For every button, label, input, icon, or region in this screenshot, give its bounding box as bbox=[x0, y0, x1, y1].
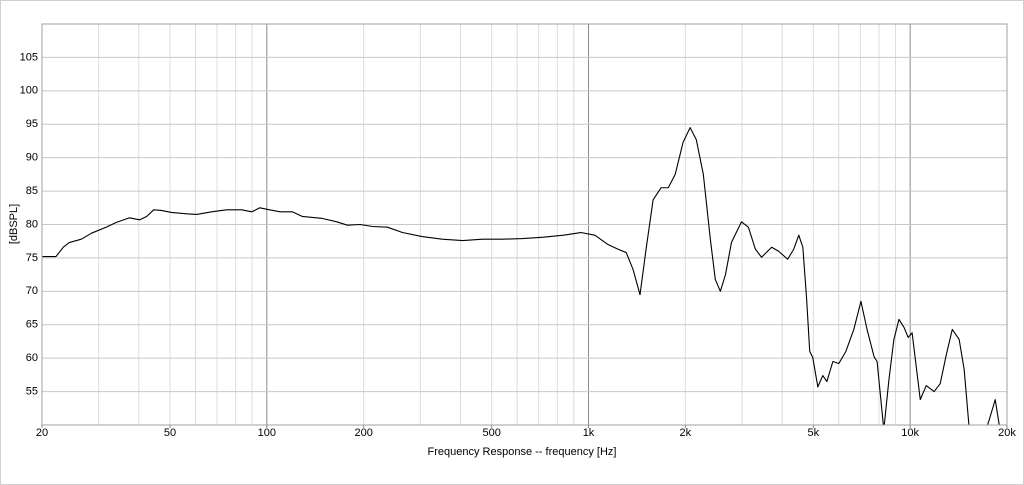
response-line bbox=[42, 127, 1000, 425]
y-tick-label: 60 bbox=[26, 352, 38, 364]
x-axis-label: Frequency Response -- frequency [Hz] bbox=[428, 446, 617, 458]
plot-frame bbox=[41, 23, 1008, 426]
x-tick-label: 200 bbox=[354, 427, 372, 439]
y-tick-label: 95 bbox=[26, 118, 38, 130]
x-tick-label: 100 bbox=[258, 427, 276, 439]
y-tick-label: 90 bbox=[26, 152, 38, 164]
y-tick-label: 55 bbox=[26, 385, 38, 397]
x-tick-label: 10k bbox=[901, 427, 919, 439]
labels: 55 60 65 70 75 80 85 90 95 100 105 20 50 100 200 500 1k 2… bbox=[20, 51, 1017, 439]
x-tick-label: 50 bbox=[164, 427, 176, 439]
y-tick-label: 75 bbox=[26, 252, 38, 264]
grid bbox=[42, 24, 1007, 425]
x-tick-label: 1k bbox=[583, 427, 595, 439]
x-tick-label: 20k bbox=[998, 427, 1016, 439]
y-axis-label: [dBSPL] bbox=[8, 204, 20, 244]
x-tick-label: 20 bbox=[36, 427, 48, 439]
y-tick-label: 100 bbox=[20, 85, 38, 97]
plot-area bbox=[42, 127, 1000, 425]
x-tick-label: 2k bbox=[680, 427, 692, 439]
x-tick-label: 500 bbox=[482, 427, 500, 439]
y-tick-label: 70 bbox=[26, 285, 38, 297]
y-tick-label: 85 bbox=[26, 185, 38, 197]
y-tick-label: 105 bbox=[20, 51, 38, 63]
x-tick-label: 5k bbox=[808, 427, 820, 439]
y-tick-label: 80 bbox=[26, 218, 38, 230]
y-tick-label: 65 bbox=[26, 319, 38, 331]
